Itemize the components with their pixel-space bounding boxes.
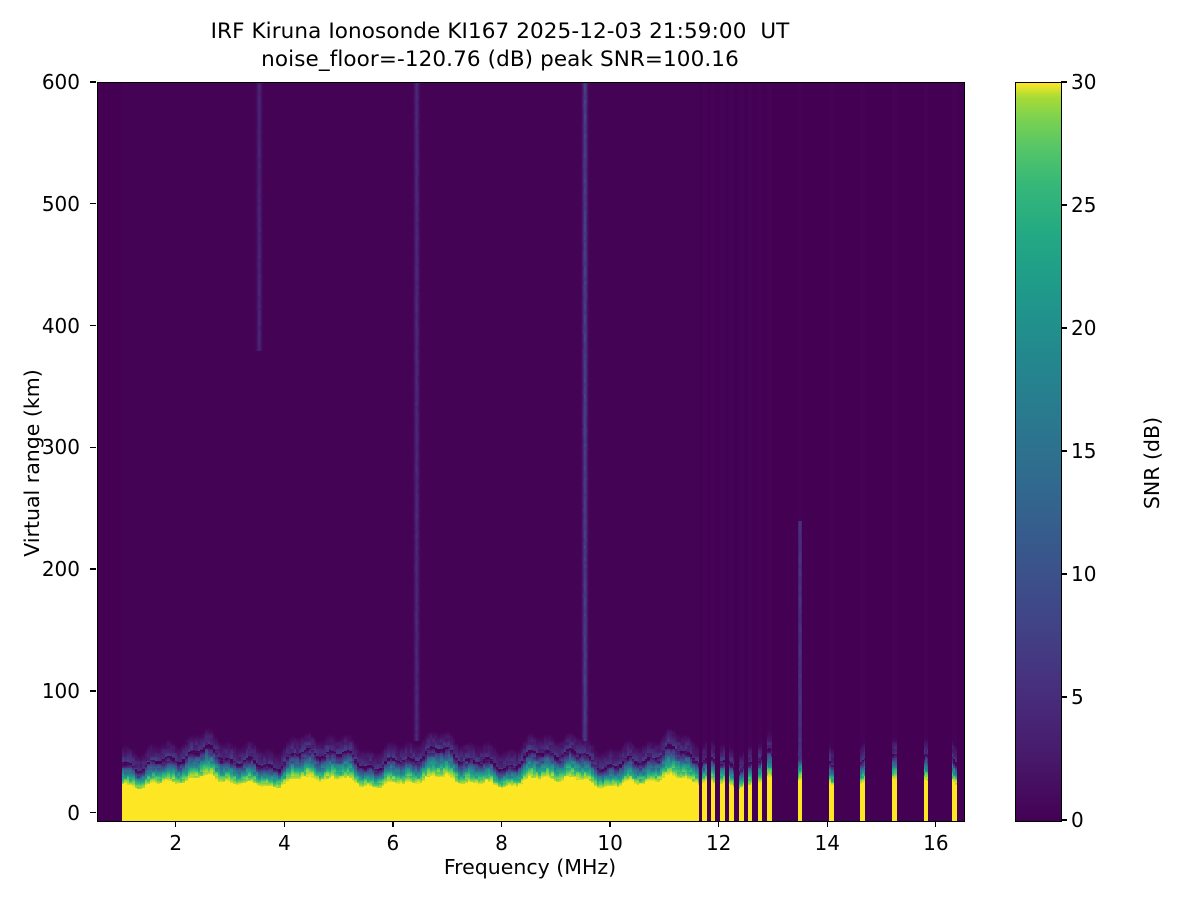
ionogram-heatmap-canvas: [98, 83, 964, 821]
y-tick-label: 500: [41, 191, 80, 216]
y-tick-mark: [90, 324, 97, 327]
y-tick-label: 100: [41, 678, 80, 703]
colorbar-tick-label: 0: [1071, 808, 1084, 832]
colorbar-tick-mark: [1061, 450, 1068, 452]
x-tick-label: 14: [814, 831, 840, 855]
x-tick-mark: [718, 821, 720, 828]
title-line-2: noise_floor=-120.76 (dB) peak SNR=100.16: [261, 46, 739, 72]
colorbar-tick-mark: [1061, 81, 1068, 83]
x-tick-label: 6: [386, 831, 400, 855]
x-tick-mark: [500, 821, 503, 828]
colorbar-tick-label: 30: [1071, 70, 1097, 94]
x-tick-mark: [935, 821, 937, 828]
y-axis-label: Virtual range (km): [20, 369, 44, 557]
y-tick-label: 400: [41, 313, 80, 338]
x-tick-label: 2: [169, 831, 183, 855]
x-tick-label: 12: [705, 831, 732, 855]
x-tick-mark: [609, 821, 611, 828]
x-tick-label: 10: [597, 831, 623, 855]
colorbar-tick-mark: [1061, 573, 1068, 575]
x-tick-label: 4: [277, 831, 291, 855]
x-tick-label: 16: [923, 831, 949, 855]
colorbar-tick-mark: [1061, 819, 1068, 821]
y-tick-mark: [90, 690, 97, 692]
colorbar-label: SNR (dB): [1140, 416, 1164, 510]
colorbar-tick-label: 20: [1071, 316, 1097, 340]
y-tick-label: 300: [41, 435, 80, 460]
x-tick-mark: [283, 821, 285, 828]
colorbar-tick-mark: [1061, 204, 1068, 206]
x-tick-mark: [175, 821, 177, 828]
x-axis-label: Frequency (MHz): [443, 855, 617, 879]
x-tick-label: 8: [495, 831, 508, 855]
y-tick-mark: [90, 812, 97, 814]
y-tick-label: 200: [41, 557, 80, 582]
x-tick-mark: [826, 821, 828, 828]
y-tick-mark: [90, 81, 97, 83]
y-tick-mark: [90, 446, 97, 448]
ionogram-plot-area: [97, 82, 965, 822]
colorbar-tick-label: 15: [1071, 439, 1097, 463]
colorbar-tick-mark: [1061, 696, 1068, 698]
y-tick-label: 600: [41, 70, 80, 94]
colorbar-tick-label: 25: [1071, 193, 1097, 217]
y-tick-label: 0: [67, 800, 80, 825]
x-tick-mark: [392, 821, 394, 828]
title-line-1: IRF Kiruna Ionosonde KI167 2025-12-03 21…: [210, 19, 790, 44]
colorbar-tick-label: 10: [1071, 562, 1097, 586]
colorbar-tick-label: 5: [1071, 685, 1084, 709]
y-tick-mark: [90, 568, 97, 570]
y-tick-mark: [90, 203, 97, 205]
colorbar: [1015, 82, 1062, 822]
figure-title: IRF Kiruna Ionosonde KI167 2025-12-03 21…: [0, 18, 1000, 74]
colorbar-tick-mark: [1061, 327, 1068, 329]
